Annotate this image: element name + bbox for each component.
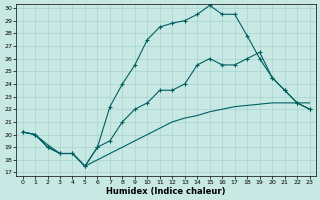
X-axis label: Humidex (Indice chaleur): Humidex (Indice chaleur) xyxy=(106,187,226,196)
